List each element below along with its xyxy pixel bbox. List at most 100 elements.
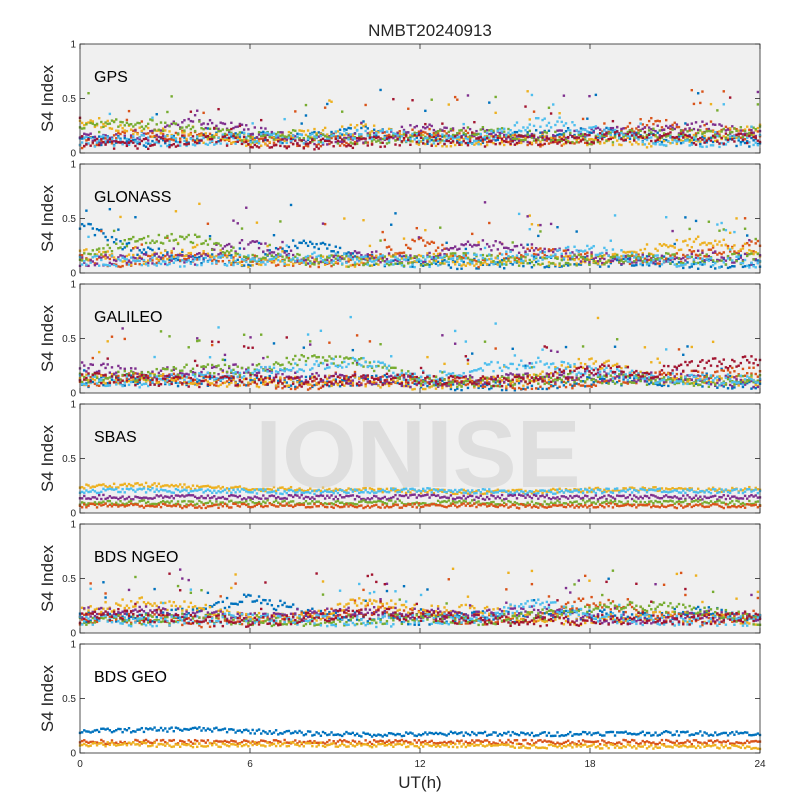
data-point (707, 259, 711, 263)
data-point (230, 263, 233, 266)
data-point (127, 143, 131, 146)
data-point (701, 257, 704, 260)
data-point (694, 262, 698, 265)
data-point (296, 380, 299, 384)
data-point (701, 249, 704, 252)
data-point (343, 128, 346, 131)
data-point (711, 136, 715, 139)
data-point (507, 254, 510, 258)
data-point (181, 131, 184, 134)
data-point (737, 257, 740, 260)
data-point (334, 130, 337, 133)
data-point (366, 263, 369, 266)
data-point (306, 388, 310, 391)
data-point (620, 137, 623, 141)
data-point (677, 139, 681, 143)
data-point (671, 128, 674, 131)
data-point (703, 241, 706, 244)
data-point (157, 255, 161, 258)
data-point (319, 132, 323, 135)
data-point (756, 252, 760, 256)
data-point (690, 245, 693, 249)
data-point (507, 131, 510, 134)
data-point (232, 246, 235, 249)
data-point (398, 262, 401, 265)
data-point (620, 255, 623, 258)
data-point (411, 99, 414, 102)
data-point (294, 255, 297, 259)
data-point (436, 132, 440, 135)
data-point (315, 259, 318, 263)
data-point (311, 384, 314, 387)
data-point (705, 127, 708, 131)
data-point (313, 379, 316, 382)
data-point (654, 143, 657, 146)
data-point (80, 263, 84, 266)
data-point (153, 143, 156, 146)
data-point (520, 261, 523, 265)
data-point (699, 257, 702, 260)
data-point (383, 145, 387, 148)
data-point (334, 381, 337, 385)
data-point (351, 384, 355, 387)
data-point (660, 384, 664, 388)
data-point (601, 136, 604, 139)
data-point (483, 246, 487, 250)
data-point (257, 258, 261, 261)
data-point (579, 260, 583, 263)
data-point (204, 379, 207, 382)
data-point (409, 135, 412, 139)
data-point (309, 387, 312, 390)
data-point (274, 143, 278, 147)
data-point (498, 131, 502, 135)
data-point (166, 234, 169, 238)
data-point (390, 130, 393, 133)
data-point (505, 246, 508, 250)
data-point (287, 263, 291, 267)
data-point (477, 140, 480, 144)
data-point (543, 130, 546, 134)
data-point (641, 252, 644, 255)
data-point (411, 261, 414, 264)
data-point (667, 252, 670, 255)
data-point (507, 135, 510, 139)
data-point (394, 255, 397, 259)
data-point (703, 134, 706, 138)
data-point (372, 263, 376, 266)
data-point (364, 137, 367, 140)
data-point (155, 129, 158, 132)
data-point (494, 135, 497, 139)
data-point (492, 135, 495, 138)
data-point (387, 137, 391, 140)
data-point (720, 221, 723, 225)
data-point (586, 258, 589, 262)
data-point (178, 126, 182, 129)
data-point (379, 253, 382, 256)
data-point (748, 380, 751, 384)
data-point (392, 255, 395, 258)
data-point (746, 372, 749, 375)
data-point (464, 243, 468, 246)
data-point (217, 136, 220, 139)
data-point (441, 133, 444, 136)
data-point (127, 378, 131, 381)
data-point (287, 254, 291, 257)
data-point (149, 380, 152, 384)
data-point (560, 120, 563, 124)
data-point (398, 254, 401, 257)
data-point (586, 117, 589, 120)
data-point (481, 239, 485, 242)
data-point (347, 260, 350, 263)
data-point (728, 250, 732, 253)
data-point (127, 141, 131, 145)
data-point (245, 384, 248, 387)
data-point (164, 137, 167, 141)
data-point (731, 261, 734, 264)
data-point (309, 240, 312, 244)
data-point (123, 384, 126, 387)
data-point (85, 258, 88, 261)
data-point (296, 132, 299, 135)
data-point (364, 141, 367, 144)
data-point (436, 246, 440, 249)
data-point (718, 142, 721, 145)
